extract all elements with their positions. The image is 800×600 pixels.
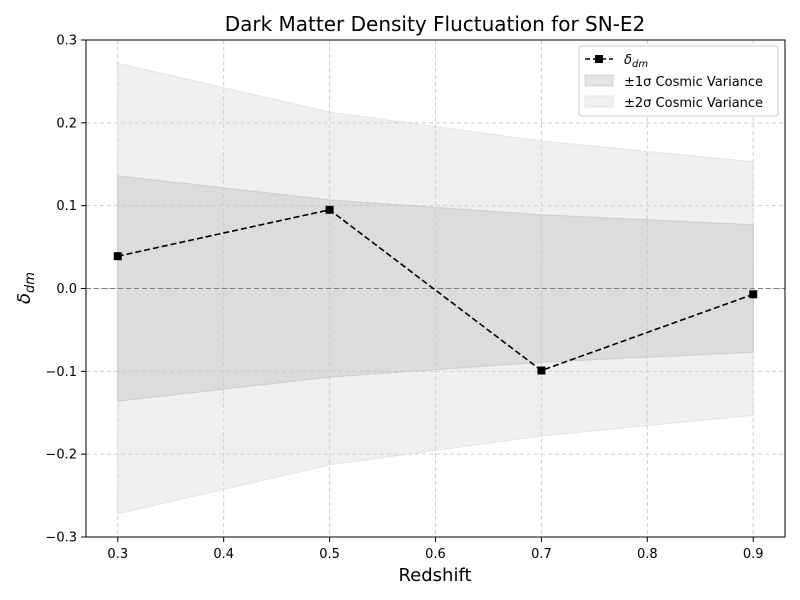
y-tick-label: 0.0: [56, 282, 77, 297]
y-tick-label: −0.1: [45, 365, 77, 380]
legend-swatch-2sigma: [584, 95, 614, 108]
y-axis-ticks: −0.3 −0.2 −0.1 0.0 0.1 0.2 0.3: [45, 34, 86, 546]
x-axis-label: Redshift: [398, 565, 471, 586]
x-tick-label: 0.6: [425, 547, 446, 562]
data-point: [325, 205, 334, 214]
data-point: [749, 290, 758, 299]
y-tick-label: −0.3: [45, 531, 77, 546]
chart-title: Dark Matter Density Fluctuation for SN-E…: [225, 12, 646, 36]
x-tick-label: 0.5: [319, 547, 340, 562]
variance-bands: [117, 62, 754, 515]
legend-entry-2sigma: ±2σ Cosmic Variance: [584, 95, 763, 111]
y-tick-label: 0.1: [56, 199, 77, 214]
legend-label-2sigma: ±2σ Cosmic Variance: [624, 96, 763, 111]
legend-label-delta-dm: δdm: [624, 53, 648, 70]
legend-label-main: δ: [624, 53, 632, 68]
x-tick-label: 0.3: [107, 547, 128, 562]
x-tick-label: 0.7: [531, 547, 552, 562]
legend-entry-delta-dm: δdm: [585, 53, 648, 70]
legend: δdm ±1σ Cosmic Variance ±2σ Cosmic Varia…: [578, 45, 779, 117]
legend-swatch-1sigma: [584, 74, 614, 87]
legend-entry-1sigma: ±1σ Cosmic Variance: [584, 74, 763, 90]
data-point: [113, 252, 122, 261]
legend-label-1sigma: ±1σ Cosmic Variance: [624, 75, 763, 90]
legend-marker-swatch: [595, 55, 603, 63]
y-axis-label-main: δ: [14, 293, 35, 304]
series-line-delta-dm: [117, 208, 754, 372]
variance-band-1sigma: [117, 175, 754, 402]
x-axis-ticks: 0.3 0.4 0.5 0.6 0.7 0.8 0.9: [107, 537, 764, 562]
legend-frame: [578, 45, 779, 117]
x-tick-label: 0.9: [743, 547, 764, 562]
y-tick-label: −0.2: [45, 448, 77, 463]
x-tick-label: 0.8: [637, 547, 658, 562]
x-tick-label: 0.4: [213, 547, 234, 562]
y-tick-label: 0.2: [56, 116, 77, 131]
y-axis-label: δdm: [14, 272, 38, 304]
legend-label-sub: dm: [632, 59, 648, 70]
y-tick-label: 0.3: [56, 34, 77, 49]
series-layer: [113, 205, 758, 375]
data-point: [537, 366, 546, 375]
y-axis-label-sub: dm: [23, 272, 38, 293]
variance-band-2sigma: [117, 62, 754, 515]
